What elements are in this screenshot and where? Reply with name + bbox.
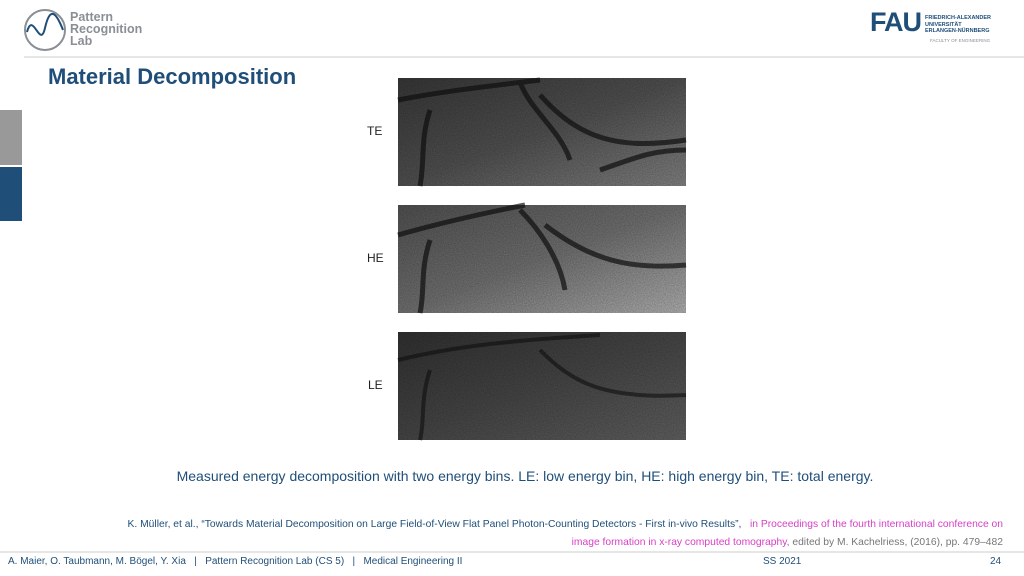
fau-line: ERLANGEN-NÜRNBERG [925,28,990,34]
fau-line: FRIEDRICH-ALEXANDER [925,15,991,21]
footer-semester: SS 2021 [763,556,802,567]
footer-lab: Pattern Recognition Lab (CS 5) [205,556,345,567]
logo-line: Pattern [70,10,114,24]
reference-rest: , edited by M. Kachelriess, (2016), pp. … [786,537,1003,548]
fau-line: UNIVERSITÄT [925,21,962,28]
footer-separator: | [352,556,356,567]
citation: K. Müller, et al., “Towards Material Dec… [127,519,742,530]
xray-le [397,332,687,441]
footer-page: 24 [990,556,1002,567]
xray-he [397,202,687,314]
side-tab [0,110,22,165]
side-tab-active [0,167,22,221]
footer-course: Medical Engineering II [363,556,463,567]
footer-authors: A. Maier, O. Taubmann, M. Bögel, Y. Xia [8,556,186,567]
logo-text: Pattern Recognition Lab [70,10,143,48]
slide-title: Material Decomposition [48,64,297,89]
image-label: LE [368,378,383,392]
logo-circle [24,9,66,51]
venue: in Proceedings of the fourth internation… [749,519,1003,530]
faculty: FACULTY OF ENGINEERING [930,38,991,43]
reference: K. Müller, et al., “Towards Material Dec… [128,516,1003,552]
university-logo: FAU FRIEDRICH-ALEXANDER UNIVERSITÄT ERLA… [870,8,991,36]
logo-line: Recognition [70,22,143,36]
fau-mark: FAU [870,7,922,37]
footer-separator: | [194,556,197,567]
logo-line: Lab [70,34,93,48]
figure-caption: Measured energy decomposition with two e… [176,468,874,484]
logo-wave [26,13,64,36]
image-label: TE [367,124,383,138]
xray-te [397,77,687,187]
venue: image formation in x-ray computed tomogr… [571,537,787,548]
fau-name: FRIEDRICH-ALEXANDER UNIVERSITÄT ERLANGEN… [925,8,991,36]
image-label: HE [367,251,384,265]
footer: A. Maier, O. Taubmann, M. Bögel, Y. Xia … [8,556,462,567]
